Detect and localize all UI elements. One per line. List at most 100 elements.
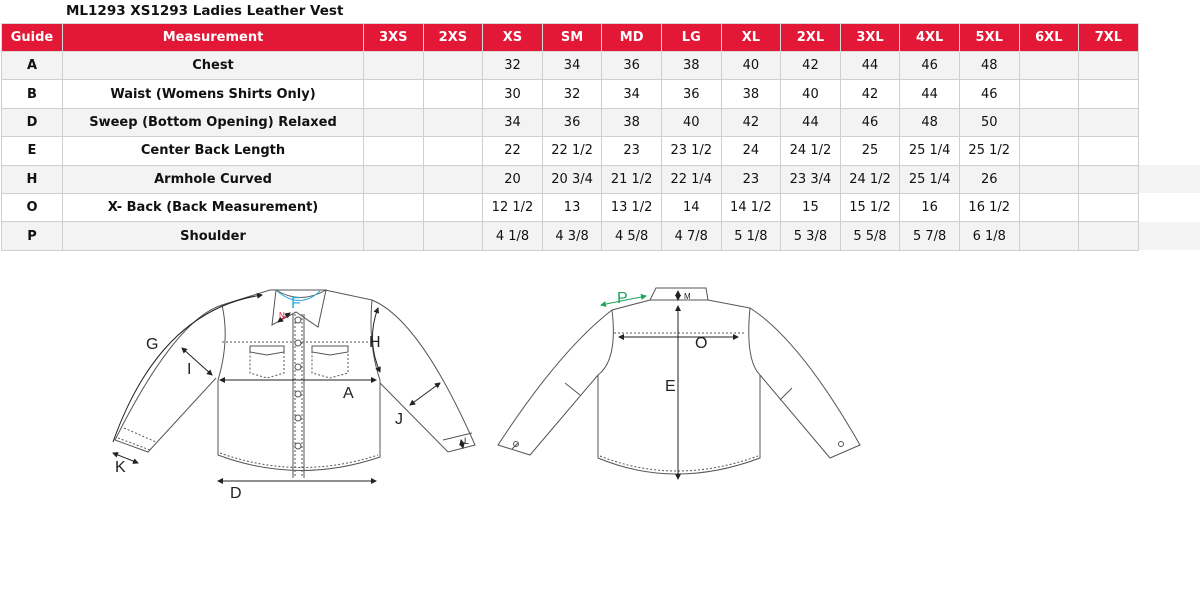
column-header-3xl: 3XL xyxy=(839,23,901,52)
measurement-cell: Waist (Womens Shirts Only) xyxy=(62,79,364,109)
size-value-cell xyxy=(363,164,424,194)
size-value-cell: 12 1/2 xyxy=(482,192,543,223)
column-header-7xl: 7XL xyxy=(1078,23,1139,52)
size-value-cell: 25 1/4 xyxy=(899,136,960,166)
table-row: E Center Back Length 22 22 1/2 23 23 1/2 24 24 … xyxy=(1,136,1139,166)
label-l: L xyxy=(464,436,469,446)
size-value-cell: 42 xyxy=(720,107,782,138)
size-value-cell: 4 5/8 xyxy=(601,221,662,251)
label-p: P xyxy=(617,290,628,307)
size-value-cell xyxy=(422,79,484,109)
size-value-cell: 24 1/2 xyxy=(780,136,841,166)
size-value-cell: 34 xyxy=(601,79,662,109)
measurement-cell: Center Back Length xyxy=(62,136,364,166)
guide-cell: D xyxy=(1,107,63,138)
size-value-cell xyxy=(1018,221,1080,251)
label-a: A xyxy=(343,385,354,402)
guide-cell: E xyxy=(1,136,63,166)
table-row: P Shoulder 4 1/8 4 3/8 4 5/8 4 7/8 5 1/8 5 3/8 5… xyxy=(1,221,1139,251)
column-header-lg: LG xyxy=(660,23,722,52)
size-value-cell: 48 xyxy=(899,107,960,138)
size-value-cell: 24 xyxy=(720,136,782,166)
column-header-6xl: 6XL xyxy=(1018,23,1080,52)
size-value-cell: 14 1/2 xyxy=(720,192,782,223)
size-value-cell: 44 xyxy=(780,107,841,138)
front-measure-arrows xyxy=(112,292,466,484)
chart-title: ML1293 XS1293 Ladies Leather Vest xyxy=(66,3,344,19)
size-value-cell: 36 xyxy=(541,107,603,138)
size-value-cell: 38 xyxy=(660,50,722,81)
size-value-cell: 46 xyxy=(839,107,901,138)
size-value-cell: 22 1/2 xyxy=(541,136,603,166)
measurement-cell: Armhole Curved xyxy=(62,164,364,194)
size-value-cell: 13 1/2 xyxy=(601,192,662,223)
size-value-cell xyxy=(1018,107,1080,138)
size-value-cell: 14 xyxy=(660,192,722,223)
size-value-cell xyxy=(1078,221,1139,251)
measurement-cell: X- Back (Back Measurement) xyxy=(62,192,364,223)
size-value-cell: 4 3/8 xyxy=(541,221,603,251)
guide-cell: A xyxy=(1,50,63,81)
label-e: E xyxy=(665,378,676,395)
size-value-cell: 22 xyxy=(482,136,543,166)
size-value-cell: 32 xyxy=(541,79,603,109)
size-value-cell: 21 1/2 xyxy=(601,164,662,194)
size-value-cell: 32 xyxy=(482,50,543,81)
size-value-cell xyxy=(1018,79,1080,109)
size-value-cell: 6 1/8 xyxy=(958,221,1020,251)
size-value-cell: 20 xyxy=(482,164,543,194)
size-value-cell: 25 1/4 xyxy=(899,164,960,194)
size-value-cell xyxy=(1018,136,1080,166)
table-row: A Chest 32 34 36 38 40 42 44 46 48 xyxy=(1,50,1139,81)
size-value-cell: 42 xyxy=(839,79,901,109)
column-header-xl: XL xyxy=(720,23,782,52)
column-header-5xl: 5XL xyxy=(958,23,1020,52)
size-value-cell: 46 xyxy=(899,50,960,81)
measurement-cell: Chest xyxy=(62,50,364,81)
size-value-cell: 16 1/2 xyxy=(958,192,1020,223)
size-value-cell xyxy=(1078,136,1139,166)
column-header-3xs: 3XS xyxy=(363,23,424,52)
size-value-cell xyxy=(1078,192,1139,223)
size-value-cell: 25 xyxy=(839,136,901,166)
back-measure-arrows xyxy=(618,290,739,480)
size-value-cell: 16 xyxy=(899,192,960,223)
size-value-cell xyxy=(422,50,484,81)
collar-arrow xyxy=(277,312,291,323)
row-band xyxy=(1138,222,1200,250)
size-value-cell: 48 xyxy=(958,50,1020,81)
size-value-cell: 46 xyxy=(958,79,1020,109)
size-value-cell: 25 1/2 xyxy=(958,136,1020,166)
size-value-cell: 15 1/2 xyxy=(839,192,901,223)
table-row: B Waist (Womens Shirts Only) 30 32 34 36 38 40 4… xyxy=(1,79,1139,109)
size-value-cell: 42 xyxy=(780,50,841,81)
size-value-cell xyxy=(422,164,484,194)
table-row: H Armhole Curved 20 20 3/4 21 1/2 22 1/4 23 23 … xyxy=(1,164,1139,194)
size-value-cell: 26 xyxy=(958,164,1020,194)
size-value-cell: 38 xyxy=(720,79,782,109)
size-value-cell: 23 xyxy=(720,164,782,194)
size-value-cell xyxy=(1078,79,1139,109)
column-header-sm: SM xyxy=(541,23,603,52)
size-value-cell: 50 xyxy=(958,107,1020,138)
table-row: D Sweep (Bottom Opening) Relaxed 34 36 38 40 4… xyxy=(1,107,1139,138)
label-k: K xyxy=(115,459,126,476)
header-row: Guide Measurement 3XS 2XS XS SM MD LG XL 2XL 3XL 4X… xyxy=(1,23,1139,52)
size-value-cell: 34 xyxy=(482,107,543,138)
size-value-cell: 13 xyxy=(541,192,603,223)
measurement-cell: Shoulder xyxy=(62,221,364,251)
size-value-cell: 30 xyxy=(482,79,543,109)
column-header-guide: Guide xyxy=(1,23,63,52)
size-value-cell: 20 3/4 xyxy=(541,164,603,194)
size-value-cell: 44 xyxy=(839,50,901,81)
garment-diagram: G I H A J K D F L N P M O E xyxy=(112,287,861,502)
size-value-cell: 34 xyxy=(541,50,603,81)
column-header-xs: XS xyxy=(482,23,543,52)
size-value-cell: 22 1/4 xyxy=(660,164,722,194)
size-value-cell: 36 xyxy=(660,79,722,109)
size-value-cell: 36 xyxy=(601,50,662,81)
size-value-cell: 38 xyxy=(601,107,662,138)
label-i: I xyxy=(187,361,191,378)
size-chart-table: Guide Measurement 3XS 2XS XS SM MD LG XL 2XL 3XL 4X… xyxy=(1,23,1139,251)
size-value-cell xyxy=(422,221,484,251)
